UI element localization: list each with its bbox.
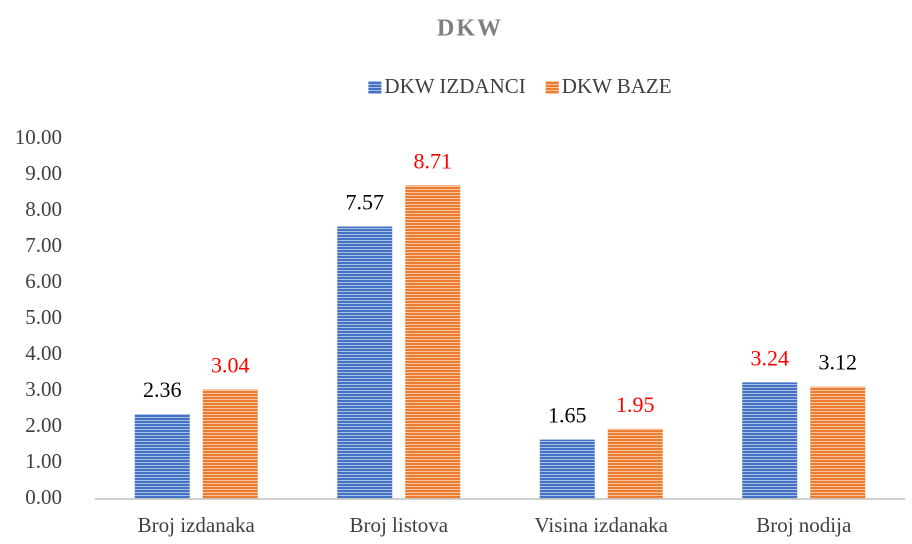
legend-label: DKW BAZE [562,74,672,98]
x-tick-label: Visina izdanaka [535,513,669,537]
data-label: 2.36 [143,377,182,402]
legend: DKW IZDANCI DKW BAZE [368,74,672,98]
chart-title: DKW [437,16,503,42]
y-tick-label: 3.00 [25,377,62,401]
data-label: 3.12 [819,350,858,375]
bar [539,439,595,499]
y-tick-label: 5.00 [25,305,62,329]
data-label: 3.04 [211,353,250,378]
bar [202,389,258,499]
x-tick-label: Broj listova [349,513,448,537]
y-tick-label: 1.00 [25,449,62,473]
bar [742,382,798,499]
y-tick-label: 6.00 [25,269,62,293]
data-label: 3.24 [751,345,790,370]
legend-swatch [545,81,559,94]
y-tick-label: 7.00 [25,233,62,257]
bar [405,185,461,499]
data-label: 7.57 [346,190,385,215]
y-tick-label: 0.00 [25,485,62,509]
x-tick-label: Broj izdanaka [138,513,256,537]
bar [134,414,190,499]
y-tick-label: 4.00 [25,341,62,365]
data-label: 1.65 [548,403,587,428]
bar [810,386,866,499]
bar [337,226,393,500]
data-label: 1.95 [616,392,655,417]
y-tick-label: 9.00 [25,161,62,185]
y-tick-label: 10.00 [15,125,62,149]
y-tick-label: 2.00 [25,413,62,437]
data-label: 8.71 [414,148,453,173]
bar [607,428,663,499]
legend-swatch [368,81,382,94]
x-tick-label: Broj nodija [756,513,852,537]
legend-label: DKW IZDANCI [384,74,525,98]
y-tick-label: 8.00 [25,197,62,221]
